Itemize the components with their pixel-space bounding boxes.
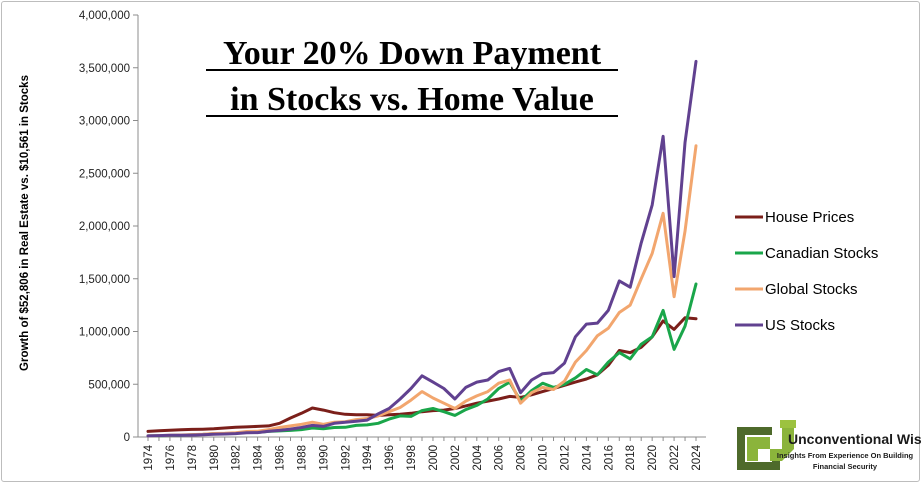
x-tick-label: 2010 (538, 445, 550, 471)
legend: House Prices Canadian Stocks Global Stocks… (735, 209, 878, 334)
x-tick-label: 2008 (516, 445, 528, 471)
x-tick-label: 1974 (143, 444, 155, 470)
x-tick-label: 1998 (406, 445, 418, 471)
y-tick-label: 3,000,000 (79, 116, 130, 128)
y-tick-label: 3,500,000 (79, 63, 130, 75)
y-tick-label: 1,000,000 (79, 327, 130, 339)
series-line-us-stocks (146, 59, 698, 438)
x-tick-label: 1988 (296, 445, 308, 471)
y-tick-label: 500,000 (88, 379, 130, 391)
x-tick-label: 2024 (691, 444, 703, 470)
y-tick-label: 4,000,000 (79, 10, 130, 22)
x-tick-label: 1994 (362, 444, 374, 470)
y-tick-label: 1,500,000 (79, 274, 130, 286)
logo-name: Unconventional Wisdom (788, 431, 921, 447)
series-line-global-stocks (146, 144, 698, 438)
x-tick-label: 1978 (187, 445, 199, 471)
x-tick-label: 2004 (472, 444, 484, 470)
x-tick-label: 1990 (318, 445, 330, 471)
x-tick-label: 2018 (625, 445, 637, 471)
x-tick-label: 2000 (428, 445, 440, 471)
x-tick-label: 2012 (559, 445, 571, 471)
x-tick-label: 2020 (647, 445, 659, 471)
legend-label-us-stocks: US Stocks (765, 317, 835, 334)
brand-logo: Unconventional Wisdom Insights From Expe… (737, 420, 921, 471)
x-tick-label: 2014 (581, 444, 593, 470)
x-tick-label: 2002 (450, 445, 462, 471)
y-tick-label: 2,500,000 (79, 168, 130, 180)
y-tick-label: 2,000,000 (79, 221, 130, 233)
legend-label-global-stocks: Global Stocks (765, 281, 858, 298)
chart-title-line-1: Your 20% Down Payment (223, 35, 602, 72)
x-tick-label: 1992 (340, 445, 352, 471)
x-tick-label: 1984 (253, 444, 265, 470)
x-tick-label: 1996 (384, 445, 396, 471)
x-tick-label: 2006 (494, 445, 506, 471)
logo-tagline-2: Financial Security (813, 462, 878, 471)
x-tick-label: 1982 (231, 445, 243, 471)
x-tick-label: 1980 (209, 445, 221, 471)
x-tick-label: 2022 (669, 445, 681, 471)
x-tick-label: 1976 (165, 445, 177, 471)
logo-tagline-1: Insights From Experience On Building (777, 451, 914, 460)
logo-mark-icon (737, 420, 796, 470)
legend-label-house-prices: House Prices (765, 209, 854, 226)
y-tick-label: 0 (124, 432, 130, 444)
x-tick-label: 2016 (603, 445, 615, 471)
x-tick-label: 1986 (275, 445, 287, 471)
chart-title-line-2: in Stocks vs. Home Value (230, 81, 594, 118)
chart-title: Your 20% Down Payment in Stocks vs. Home… (206, 35, 618, 118)
legend-label-canadian-stocks: Canadian Stocks (765, 245, 878, 262)
y-axis-label: Growth of $52,806 in Real Estate vs. $10… (19, 75, 31, 371)
